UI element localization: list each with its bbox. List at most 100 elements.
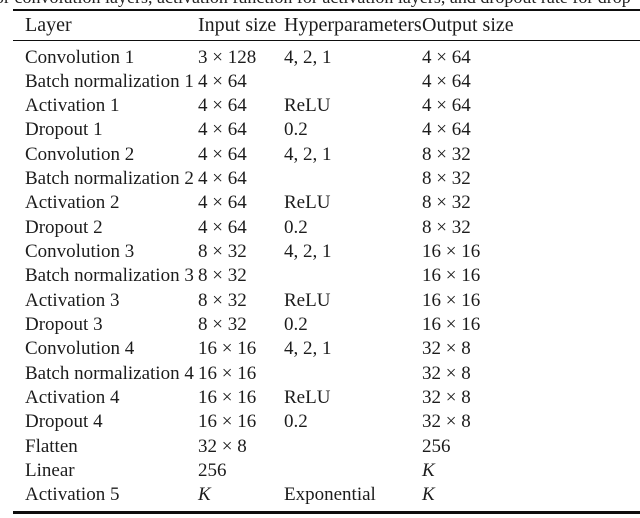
cell-hyperparameters: [284, 70, 422, 94]
cell-hyperparameters: 4, 2, 1: [284, 143, 332, 165]
cell-layer: Linear: [25, 460, 75, 482]
cell-hyperparameters: ReLU: [284, 95, 331, 117]
table-row: Activation 5 K Exponential K: [13, 483, 640, 507]
cell-output-size: 32 × 8: [422, 387, 471, 409]
cell-output-size: 8 × 32: [422, 216, 471, 238]
cell-layer: Activation 1: [25, 95, 120, 117]
cell-output-size: 32 × 8: [422, 338, 471, 360]
cell-output-size: 8 × 32: [422, 192, 471, 214]
cell-input-size: 4 × 64: [198, 70, 247, 92]
cell-hyperparameters: Exponential: [284, 484, 376, 506]
cell-input-size: 4 × 64: [198, 216, 247, 238]
caption-text: or convolution layers, activation functi…: [0, 0, 631, 7]
cell-layer: Convolution 1: [25, 46, 135, 68]
cell-input-size: 256: [198, 460, 227, 482]
cell-layer: Batch normalization 3: [25, 265, 194, 287]
cell-hyperparameters: 4, 2, 1: [284, 46, 332, 68]
cell-output-size: 16 × 16: [422, 314, 481, 336]
cell-hyperparameters: ReLU: [284, 192, 331, 214]
cell-output-size: 32 × 8: [422, 411, 471, 433]
cell-output-size: 256: [422, 435, 451, 457]
table-row: Dropout 4 16 × 16 0.2 32 × 8: [13, 410, 640, 434]
cell-hyperparameters: 0.2: [284, 216, 308, 238]
cell-input-size: 8 × 32: [198, 265, 247, 287]
cell-input-size: 8 × 32: [198, 241, 247, 263]
cell-output-size: 4 × 64: [422, 46, 471, 68]
table-row: Activation 4 16 × 16 ReLU 32 × 8: [13, 386, 640, 410]
cell-output-size: 16 × 16: [422, 241, 481, 263]
cell-hyperparameters: [284, 264, 422, 288]
cell-output-size: 4 × 64: [422, 70, 471, 92]
cell-hyperparameters: 0.2: [284, 411, 308, 433]
cell-input-size: 3 × 128: [198, 46, 257, 68]
table-top-rule: [13, 8, 640, 12]
cell-output-size: 8 × 32: [422, 168, 471, 190]
cell-output-size: 4 × 64: [422, 95, 471, 117]
table-row: Convolution 3 8 × 32 4, 2, 1 16 × 16: [13, 240, 640, 264]
cell-input-size: 4 × 64: [198, 95, 247, 117]
cell-hyperparameters: [284, 167, 422, 191]
cell-hyperparameters: [284, 362, 422, 386]
cell-output-size: 8 × 32: [422, 143, 471, 165]
table-row: Dropout 3 8 × 32 0.2 16 × 16: [13, 313, 640, 337]
cell-layer: Activation 2: [25, 192, 120, 214]
table-header-row: Layer Input size Hyperparameters Output …: [13, 12, 640, 38]
cell-input-size: 4 × 64: [198, 192, 247, 214]
table-caption-fragment: or convolution layers, activation functi…: [0, 0, 640, 7]
table-bottom-rule: [13, 511, 640, 514]
cell-hyperparameters: 0.2: [284, 314, 308, 336]
table-row: Convolution 4 16 × 16 4, 2, 1 32 × 8: [13, 337, 640, 361]
cell-input-size: 16 × 16: [198, 411, 257, 433]
cell-output-size: 16 × 16: [422, 265, 481, 287]
table-row: Linear 256 K: [13, 459, 640, 483]
cell-hyperparameters: 4, 2, 1: [284, 338, 332, 360]
cell-hyperparameters: 0.2: [284, 119, 308, 141]
cell-hyperparameters: [284, 459, 422, 483]
table-row: Activation 2 4 × 64 ReLU 8 × 32: [13, 191, 640, 215]
cell-output-size: K: [422, 484, 435, 506]
cell-output-size: K: [422, 460, 435, 482]
table-row: Dropout 1 4 × 64 0.2 4 × 64: [13, 118, 640, 142]
cell-layer: Activation 5: [25, 484, 120, 506]
cell-layer: Dropout 3: [25, 314, 103, 336]
cell-hyperparameters: 4, 2, 1: [284, 241, 332, 263]
cell-layer: Convolution 3: [25, 241, 135, 263]
cell-hyperparameters: [284, 435, 422, 459]
cell-input-size: 8 × 32: [198, 289, 247, 311]
table-row: Flatten 32 × 8 256: [13, 435, 640, 459]
cell-hyperparameters: ReLU: [284, 387, 331, 409]
col-header-input-size: Input size: [198, 14, 277, 36]
cell-input-size: 4 × 64: [198, 168, 247, 190]
cell-layer: Activation 3: [25, 289, 120, 311]
cell-layer: Dropout 1: [25, 119, 103, 141]
cell-output-size: 4 × 64: [422, 119, 471, 141]
cell-layer: Dropout 2: [25, 216, 103, 238]
table-row: Convolution 2 4 × 64 4, 2, 1 8 × 32: [13, 143, 640, 167]
cell-hyperparameters: ReLU: [284, 289, 331, 311]
cell-input-size: 16 × 16: [198, 362, 257, 384]
table-row: Activation 1 4 × 64 ReLU 4 × 64: [13, 94, 640, 118]
col-header-hyperparameters: Hyperparameters: [284, 14, 422, 36]
table-row: Dropout 2 4 × 64 0.2 8 × 32: [13, 216, 640, 240]
cell-output-size: 16 × 16: [422, 289, 481, 311]
cell-layer: Convolution 4: [25, 338, 135, 360]
table-row: Convolution 1 3 × 128 4, 2, 1 4 × 64: [13, 46, 640, 70]
cell-input-size: K: [198, 484, 211, 506]
cell-layer: Dropout 4: [25, 411, 103, 433]
col-header-output-size: Output size: [422, 14, 514, 36]
cell-layer: Batch normalization 2: [25, 168, 194, 190]
cell-input-size: 16 × 16: [198, 387, 257, 409]
cell-output-size: 32 × 8: [422, 362, 471, 384]
cell-layer: Batch normalization 1: [25, 70, 194, 92]
table-row: Activation 3 8 × 32 ReLU 16 × 16: [13, 289, 640, 313]
cell-layer: Batch normalization 4: [25, 362, 194, 384]
cell-layer: Convolution 2: [25, 143, 135, 165]
table-row: Batch normalization 4 16 × 16 32 × 8: [13, 362, 640, 386]
cell-input-size: 16 × 16: [198, 338, 257, 360]
cell-input-size: 4 × 64: [198, 143, 247, 165]
cell-input-size: 32 × 8: [198, 435, 247, 457]
